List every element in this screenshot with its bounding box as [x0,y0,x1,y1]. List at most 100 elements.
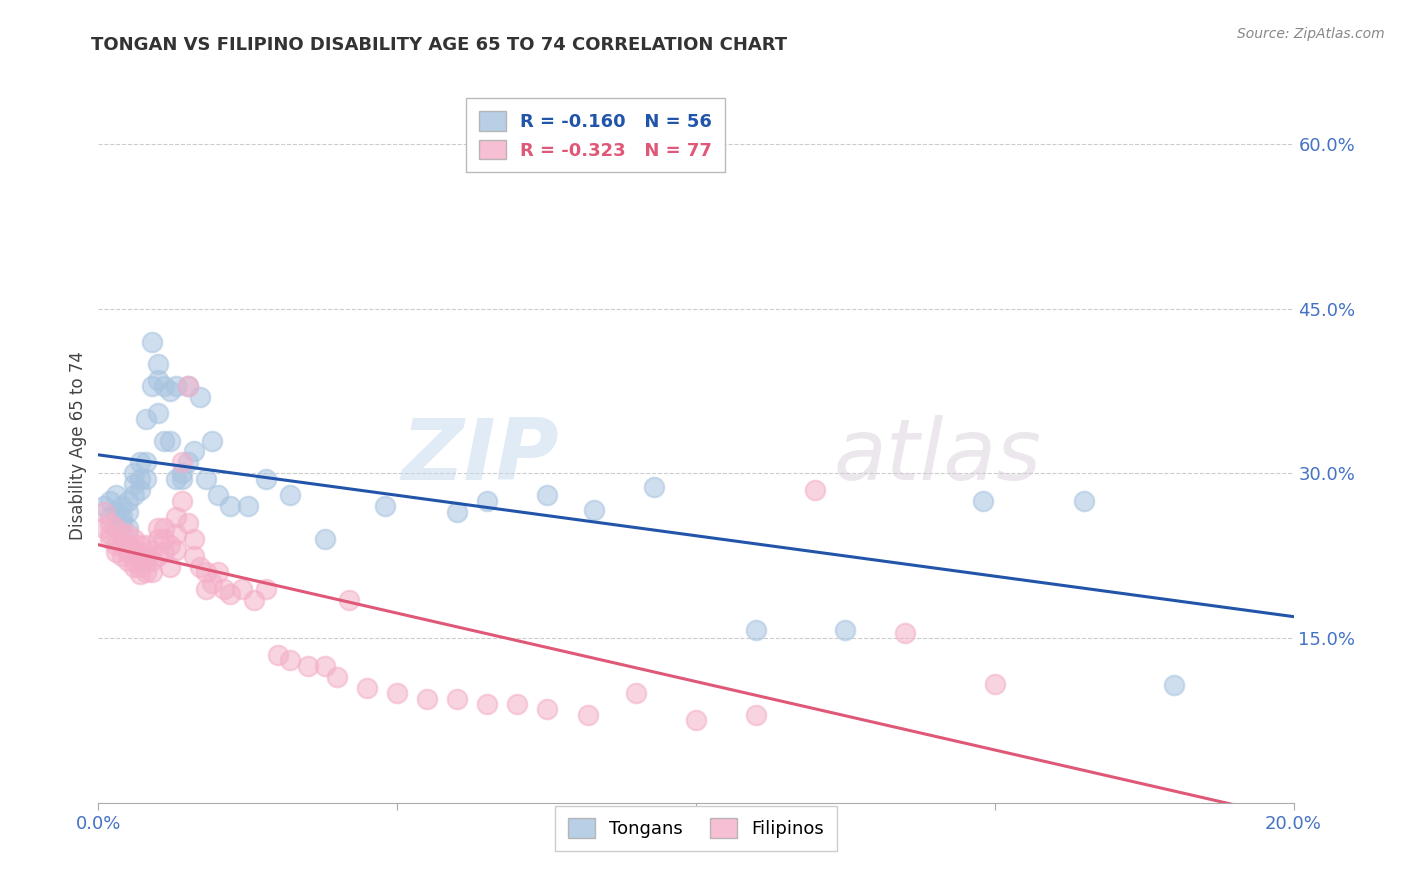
Point [117,538,139,552]
Point [98,526,122,541]
Point [165,472,187,486]
Text: TONGAN VS FILIPINO DISABILITY AGE 65 TO 74 CORRELATION CHART: TONGAN VS FILIPINO DISABILITY AGE 65 TO … [91,36,787,54]
Point [153,521,176,535]
Point [153,378,176,392]
Point [159,384,181,398]
Point [243,592,266,607]
Point [267,648,290,662]
Point [254,582,277,596]
Point [834,624,856,638]
Point [117,526,139,541]
Point [93,505,115,519]
Point [124,554,146,568]
Point [201,434,224,448]
Point [129,455,152,469]
Point [195,566,218,580]
Point [207,488,229,502]
Point [536,488,558,502]
Point [578,708,600,723]
Point [201,576,224,591]
Point [177,516,200,530]
Point [278,653,301,667]
Point [148,406,170,420]
Point [172,472,194,486]
Point [129,549,152,563]
Point [165,543,187,558]
Point [105,521,128,535]
Point [111,526,134,541]
Point [315,658,337,673]
Point [183,444,205,458]
Point [1163,678,1185,692]
Point [117,521,139,535]
Point [183,549,205,563]
Point [278,488,301,502]
Point [236,500,259,514]
Point [129,538,152,552]
Point [135,549,157,563]
Point [315,533,337,547]
Point [159,434,181,448]
Point [129,559,152,574]
Point [148,549,170,563]
Point [894,625,917,640]
Point [297,658,319,673]
Point [219,500,242,514]
Point [159,538,181,552]
Point [177,378,200,392]
Point [195,472,218,486]
Point [135,455,157,469]
Point [804,483,827,497]
Point [172,467,194,481]
Point [148,521,170,535]
Point [117,494,139,508]
Point [339,592,361,607]
Point [148,533,170,547]
Y-axis label: Disability Age 65 to 74: Disability Age 65 to 74 [69,351,87,541]
Point [177,455,200,469]
Point [583,502,606,516]
Point [111,538,134,552]
Point [745,624,768,638]
Text: ZIP: ZIP [401,415,558,499]
Point [195,582,218,596]
Point [212,582,235,596]
Point [685,714,707,728]
Point [475,697,498,711]
Point [117,545,139,559]
Point [124,533,146,547]
Point [972,494,994,508]
Point [745,708,768,723]
Point [135,554,157,568]
Point [172,455,194,469]
Point [219,587,242,601]
Point [165,526,187,541]
Point [129,472,152,486]
Point [98,533,122,547]
Point [124,477,146,491]
Point [984,677,1007,691]
Point [135,566,157,580]
Point [446,691,468,706]
Point [231,582,253,596]
Point [385,686,409,700]
Point [93,521,115,535]
Point [141,566,163,580]
Point [124,488,146,502]
Point [105,505,128,519]
Point [374,500,396,514]
Text: atlas: atlas [834,415,1042,499]
Point [1073,494,1095,508]
Point [111,549,134,563]
Point [153,533,176,547]
Point [117,554,139,568]
Point [183,533,205,547]
Point [93,500,115,514]
Point [111,510,134,524]
Point [188,390,211,404]
Point [129,483,152,497]
Point [141,554,163,568]
Point [111,500,134,514]
Point [643,480,665,494]
Point [135,411,157,425]
